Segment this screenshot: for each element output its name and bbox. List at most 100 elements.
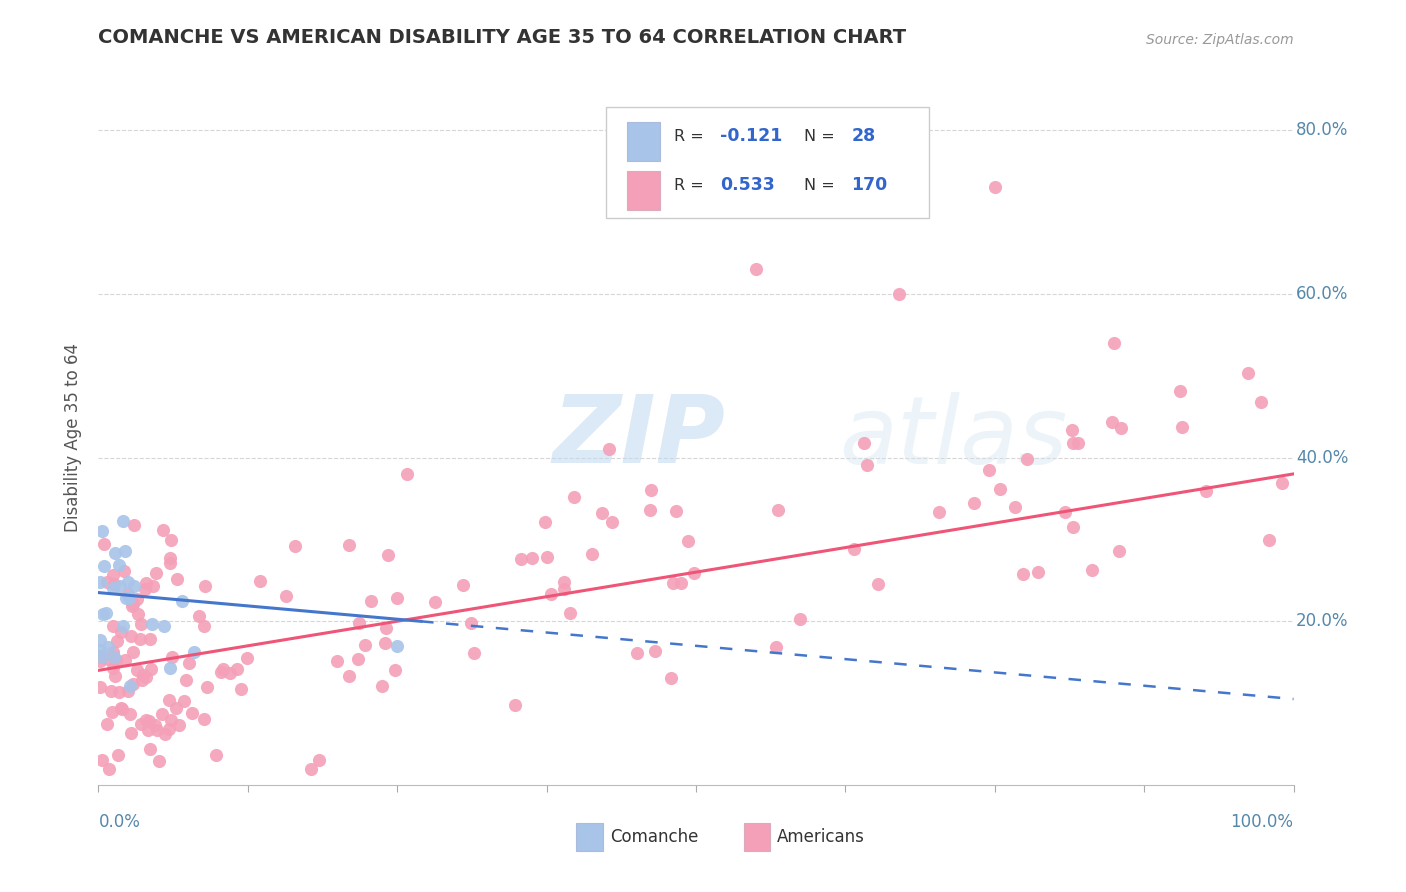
Point (963, 496, 986, 510)
Point (160, 649, 183, 664)
Point (122, 518, 145, 533)
Point (107, 747, 129, 762)
Point (173, 694, 195, 708)
Point (347, 616, 370, 631)
Point (553, 582, 575, 596)
Point (659, 671, 682, 685)
Point (114, 544, 136, 558)
Point (1011, 566, 1033, 581)
Point (1237, 366, 1260, 380)
Text: Americans: Americans (778, 828, 865, 847)
Point (93, 537, 115, 551)
Text: COMANCHE VS AMERICAN DISABILITY AGE 35 TO 64 CORRELATION CHART: COMANCHE VS AMERICAN DISABILITY AGE 35 T… (98, 29, 907, 47)
Point (1171, 420, 1194, 434)
Point (89, 649, 111, 664)
Point (1004, 500, 1026, 514)
Point (115, 591, 138, 606)
Point (127, 592, 149, 607)
Point (337, 669, 360, 683)
Point (347, 652, 370, 666)
Point (1053, 505, 1076, 519)
Point (360, 594, 382, 608)
Point (103, 645, 125, 659)
Point (1258, 533, 1281, 547)
Point (112, 564, 135, 578)
Point (121, 597, 143, 611)
Point (108, 558, 131, 573)
Point (143, 717, 166, 731)
Point (120, 629, 142, 643)
Point (453, 577, 475, 591)
Point (169, 717, 191, 731)
Point (104, 546, 127, 560)
Point (97, 640, 120, 654)
Point (89, 681, 111, 695)
Point (665, 504, 688, 518)
Point (536, 550, 558, 565)
Point (142, 579, 165, 593)
Point (1081, 563, 1104, 577)
Point (425, 594, 447, 608)
Text: atlas: atlas (839, 392, 1067, 483)
Text: 60.0%: 60.0% (1296, 285, 1348, 303)
Y-axis label: Disability Age 35 to 64: Disability Age 35 to 64 (65, 343, 83, 532)
Point (284, 539, 307, 553)
Point (141, 616, 163, 631)
Point (105, 652, 128, 666)
Text: N =: N = (804, 128, 839, 144)
Point (193, 619, 215, 633)
Point (108, 579, 131, 593)
Point (1271, 475, 1294, 490)
FancyBboxPatch shape (627, 171, 661, 210)
Point (153, 727, 176, 741)
Text: 0.533: 0.533 (720, 177, 775, 194)
FancyBboxPatch shape (744, 823, 770, 851)
Point (104, 668, 127, 682)
Point (157, 692, 180, 706)
Point (768, 503, 790, 517)
Point (1104, 335, 1126, 350)
Point (131, 617, 153, 632)
Point (110, 624, 132, 639)
Point (371, 679, 394, 693)
Point (159, 533, 181, 547)
Point (111, 702, 134, 716)
Point (503, 698, 526, 712)
Point (159, 557, 181, 571)
Point (138, 714, 160, 728)
Point (194, 579, 217, 593)
FancyBboxPatch shape (606, 106, 929, 218)
Point (97, 651, 120, 665)
Point (856, 458, 879, 473)
Point (129, 632, 152, 646)
Point (114, 653, 136, 667)
Point (188, 609, 211, 624)
Point (1195, 483, 1218, 498)
Point (385, 639, 409, 653)
Text: 80.0%: 80.0% (1296, 121, 1348, 139)
Point (91, 607, 114, 621)
Text: R =: R = (675, 128, 710, 144)
Point (602, 515, 624, 529)
Text: R =: R = (675, 178, 710, 193)
Point (193, 712, 215, 726)
Point (100, 683, 122, 698)
Point (1026, 566, 1049, 580)
Point (101, 568, 124, 582)
Point (122, 645, 145, 659)
Point (591, 506, 613, 520)
Point (112, 619, 135, 633)
Text: -0.121: -0.121 (720, 128, 782, 145)
Point (150, 706, 173, 721)
Point (122, 677, 145, 691)
Point (765, 640, 787, 654)
Point (395, 467, 418, 481)
Point (581, 547, 603, 561)
Text: 28: 28 (852, 128, 876, 145)
Point (159, 551, 181, 566)
Point (384, 663, 406, 677)
Point (132, 668, 155, 682)
Point (1062, 520, 1084, 534)
Point (377, 548, 399, 562)
Point (174, 673, 197, 687)
